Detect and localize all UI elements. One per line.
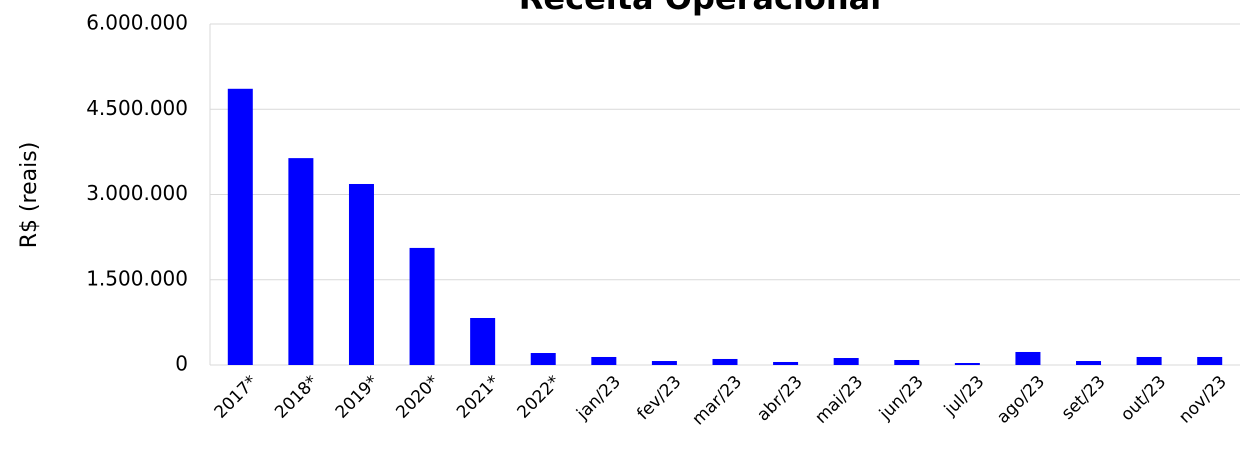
x-tick-label: jul/23 (940, 372, 989, 421)
x-tick-label: out/23 (1117, 372, 1170, 425)
bar (409, 247, 435, 365)
bar (1015, 351, 1041, 365)
bar (1197, 356, 1223, 365)
bar (894, 359, 920, 365)
y-tick-label: 6.000.000 (86, 11, 188, 35)
chart-title: Receita Operacional (519, 0, 881, 17)
bar (773, 361, 799, 365)
x-tick-label: ago/23 (993, 372, 1049, 428)
bar (651, 361, 677, 365)
y-tick-label: 4.500.000 (86, 96, 188, 120)
x-tick-label: jan/23 (572, 372, 625, 425)
y-tick-label: 1.500.000 (86, 266, 188, 290)
y-tick-label: 0 (175, 352, 188, 376)
x-tick-label: 2017* (211, 372, 262, 423)
y-axis-label: R$ (reais) (17, 142, 42, 249)
bar (591, 356, 617, 365)
bar (530, 353, 556, 365)
x-tick-label: set/23 (1058, 372, 1110, 424)
x-tick-label: nov/23 (1175, 372, 1231, 428)
bar (1136, 356, 1162, 365)
bar (470, 317, 496, 365)
x-tick-label: fev/23 (633, 372, 685, 424)
bar (348, 183, 374, 365)
x-tick-label: 2020* (392, 372, 443, 423)
x-tick-label: mar/23 (689, 372, 747, 430)
bar (1076, 361, 1102, 365)
x-tick-label: abr/23 (753, 372, 806, 425)
bar (712, 358, 738, 365)
x-tick-label: mai/23 (811, 372, 867, 428)
x-tick-label: 2018* (271, 372, 322, 423)
x-tick-label: jun/23 (875, 372, 928, 425)
bar (954, 363, 980, 365)
x-tick-label: 2019* (332, 372, 383, 423)
y-tick-label: 3.000.000 (86, 181, 188, 205)
x-tick-label: 2021* (453, 372, 504, 423)
bar (227, 88, 253, 365)
x-tick-label: 2022* (514, 372, 565, 423)
bar (833, 358, 859, 365)
bar (288, 158, 314, 365)
